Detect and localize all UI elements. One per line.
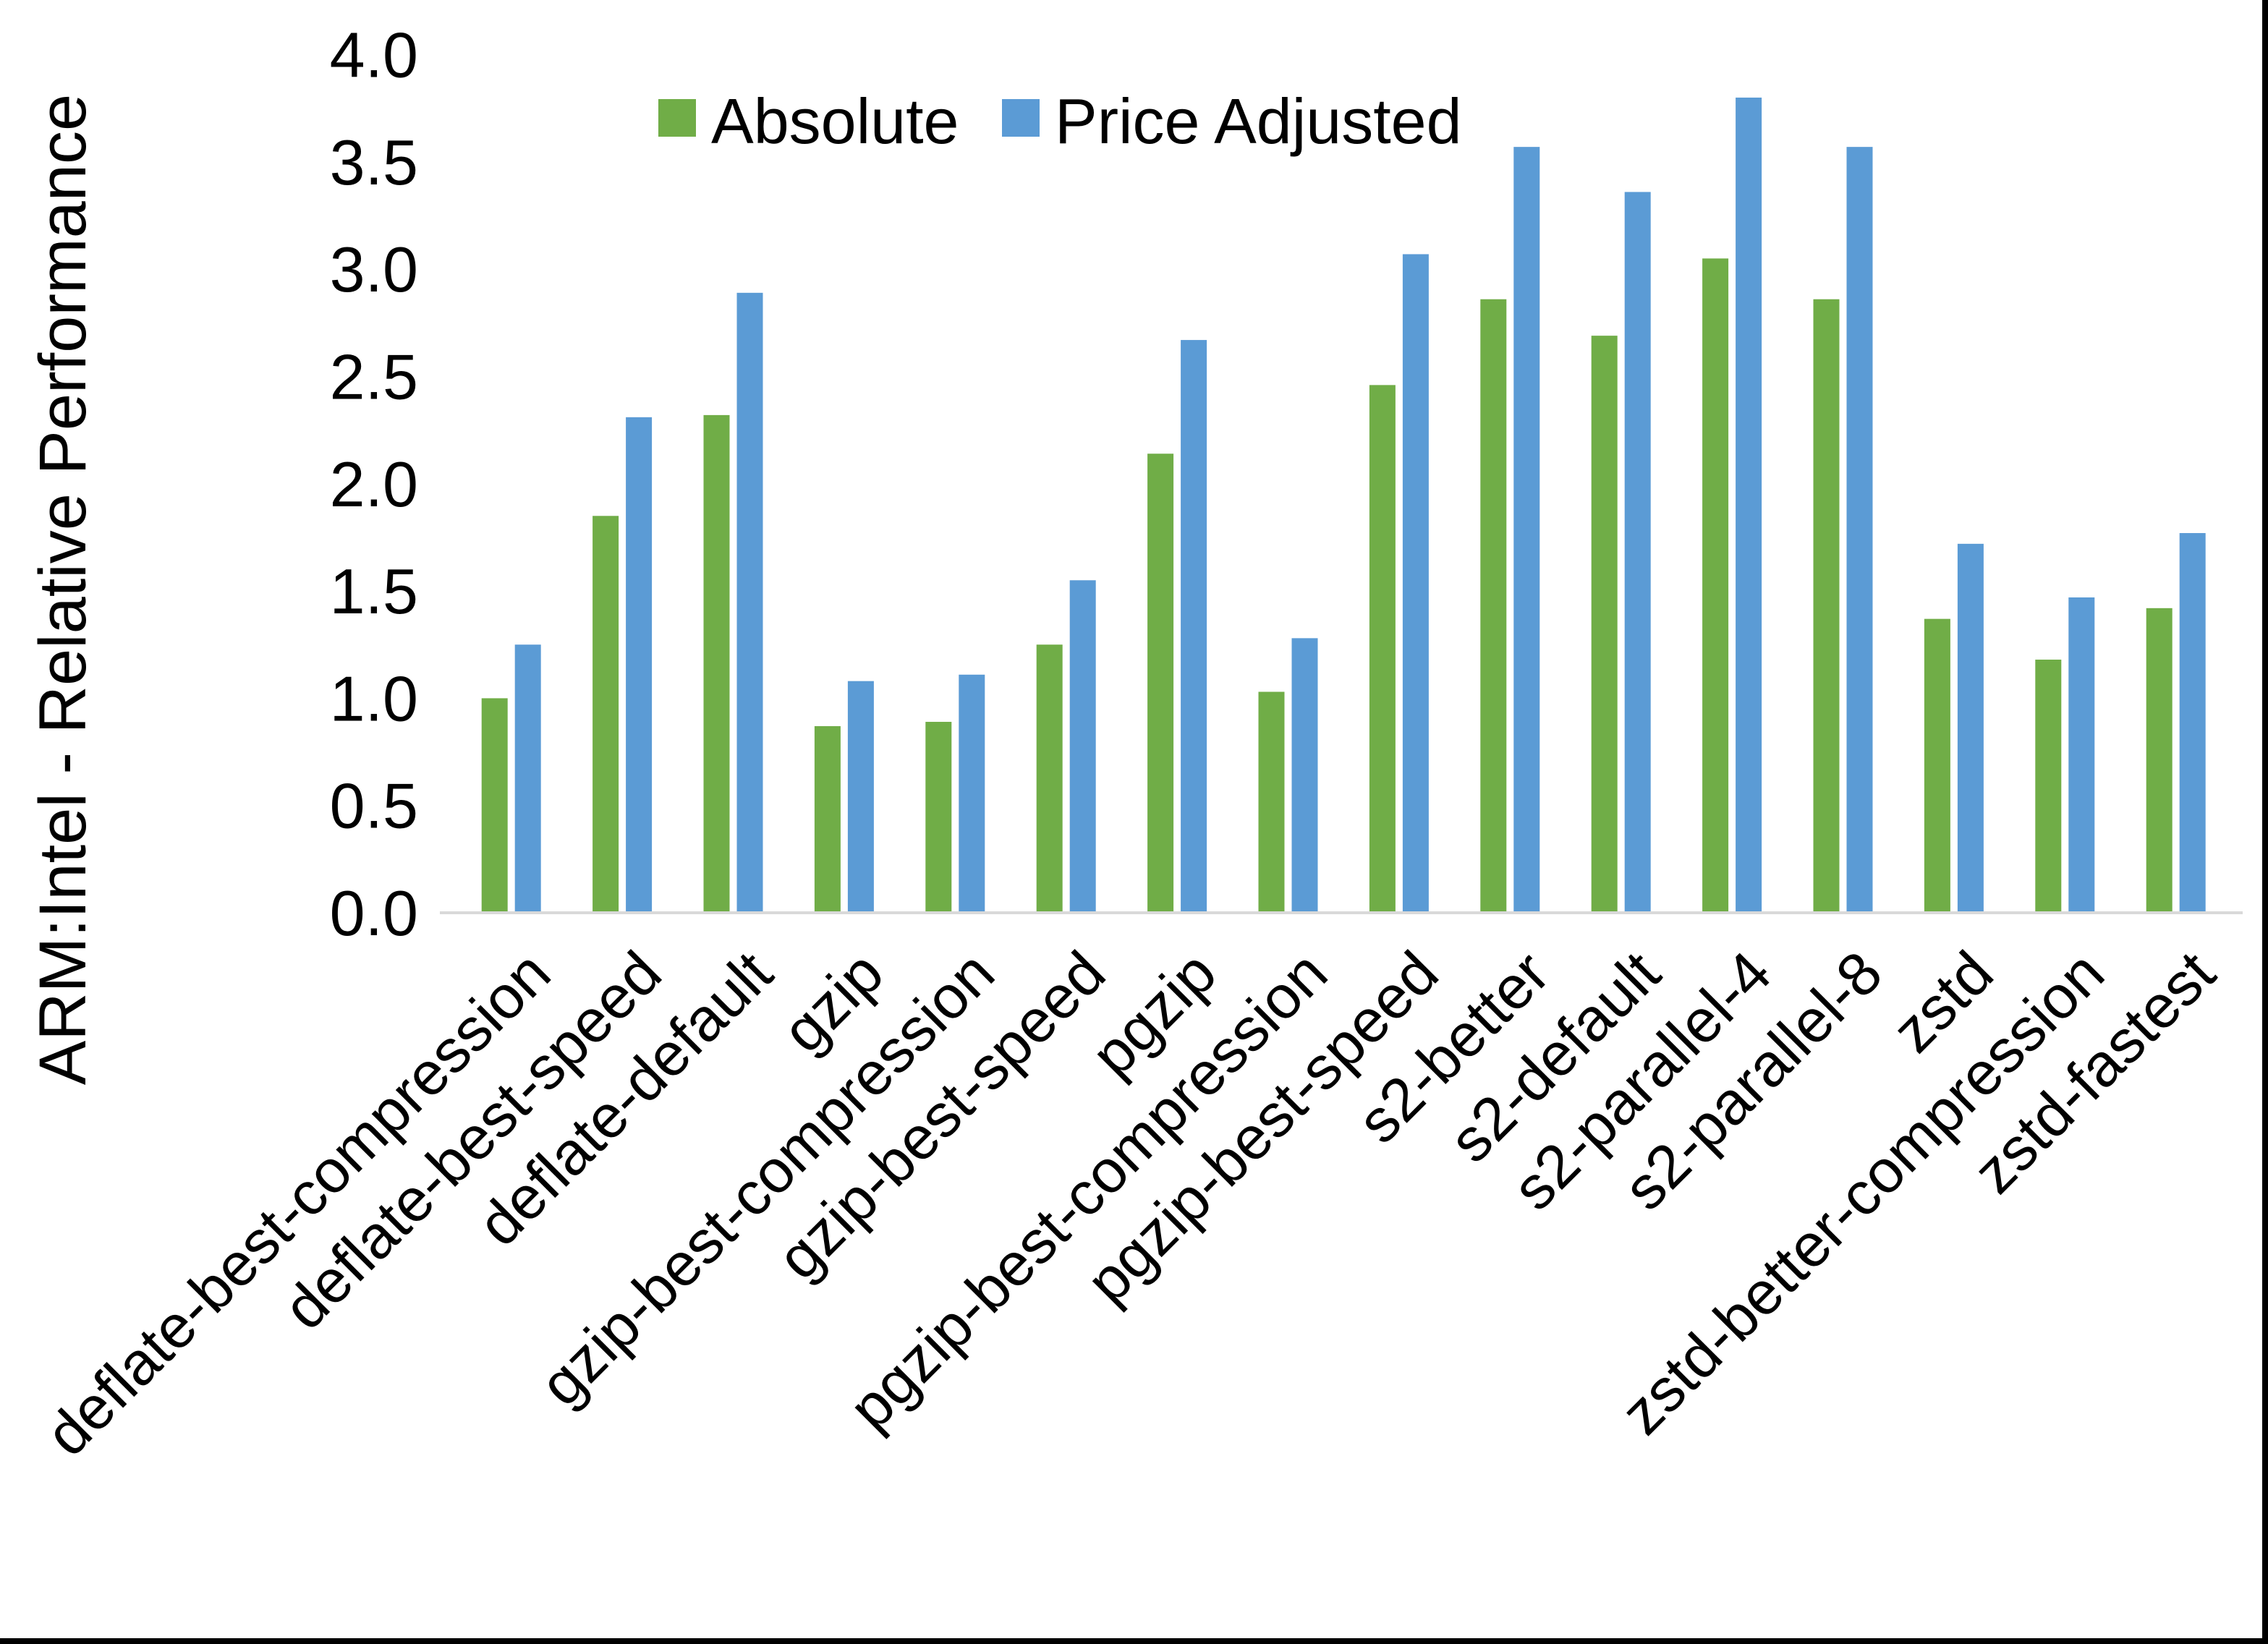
y-tick-label: 0.5	[330, 770, 418, 842]
y-tick-label: 3.5	[330, 127, 418, 198]
y-tick-label: 1.5	[330, 555, 418, 627]
frame-border-bottom	[0, 1638, 2268, 1644]
bar-absolute	[2035, 660, 2062, 913]
bar-absolute	[1147, 453, 1174, 913]
bar-price-adjusted	[1624, 192, 1651, 913]
bar-absolute	[1813, 299, 1840, 913]
bar-price-adjusted	[2179, 533, 2206, 913]
bar-absolute	[1591, 336, 1618, 913]
bar-price-adjusted	[959, 674, 985, 913]
bar-absolute	[925, 722, 952, 913]
bars-layer	[481, 97, 2206, 913]
bar-absolute	[1924, 618, 1950, 913]
bar-price-adjusted	[2068, 597, 2095, 913]
legend-swatch-price-adjusted-icon	[1002, 99, 1040, 137]
bar-absolute	[1702, 258, 1729, 913]
bar-price-adjusted	[1513, 147, 1540, 913]
legend: Absolute Price Adjusted	[658, 85, 1462, 157]
x-axis-category-labels: deflate-best-compressiondeflate-best-spe…	[33, 938, 2227, 1468]
y-axis-title: ARM:Intel - Relative Performance	[26, 94, 100, 1085]
y-tick-label: 4.0	[330, 20, 418, 91]
bar-price-adjusted	[1736, 97, 1762, 913]
frame-border-right	[2262, 0, 2268, 1644]
bar-absolute	[593, 516, 619, 913]
bar-absolute	[814, 725, 841, 913]
bar-price-adjusted	[1402, 254, 1429, 913]
bar-price-adjusted	[514, 644, 541, 913]
bar-price-adjusted	[626, 417, 653, 913]
y-tick-label: 3.0	[330, 234, 418, 305]
bar-price-adjusted	[1069, 580, 1096, 913]
bar-absolute	[1258, 691, 1285, 913]
bar-absolute	[1480, 299, 1507, 913]
legend-swatch-absolute-icon	[658, 99, 696, 137]
bar-absolute	[2146, 608, 2173, 913]
bar-price-adjusted	[1846, 147, 1873, 913]
bar-price-adjusted	[1957, 543, 1984, 913]
y-tick-label: 0.0	[330, 877, 418, 949]
bar-absolute	[1369, 385, 1396, 913]
x-axis-line	[440, 911, 2243, 914]
y-tick-label: 2.5	[330, 341, 418, 413]
bar-price-adjusted	[1291, 638, 1318, 913]
legend-label-absolute: Absolute	[711, 85, 959, 157]
bar-absolute	[703, 414, 730, 913]
bar-absolute	[1036, 644, 1063, 913]
y-axis-tick-labels: 0.0 0.5 1.0 1.5 2.0 2.5 3.0 3.5 4.0	[330, 20, 418, 949]
bar-price-adjusted	[1181, 340, 1207, 913]
bar-price-adjusted	[736, 292, 763, 913]
bar-price-adjusted	[847, 681, 874, 913]
y-tick-label: 2.0	[330, 448, 418, 520]
y-tick-label: 1.0	[330, 663, 418, 734]
legend-label-price-adjusted: Price Adjusted	[1055, 85, 1462, 157]
bar-absolute	[481, 698, 508, 913]
